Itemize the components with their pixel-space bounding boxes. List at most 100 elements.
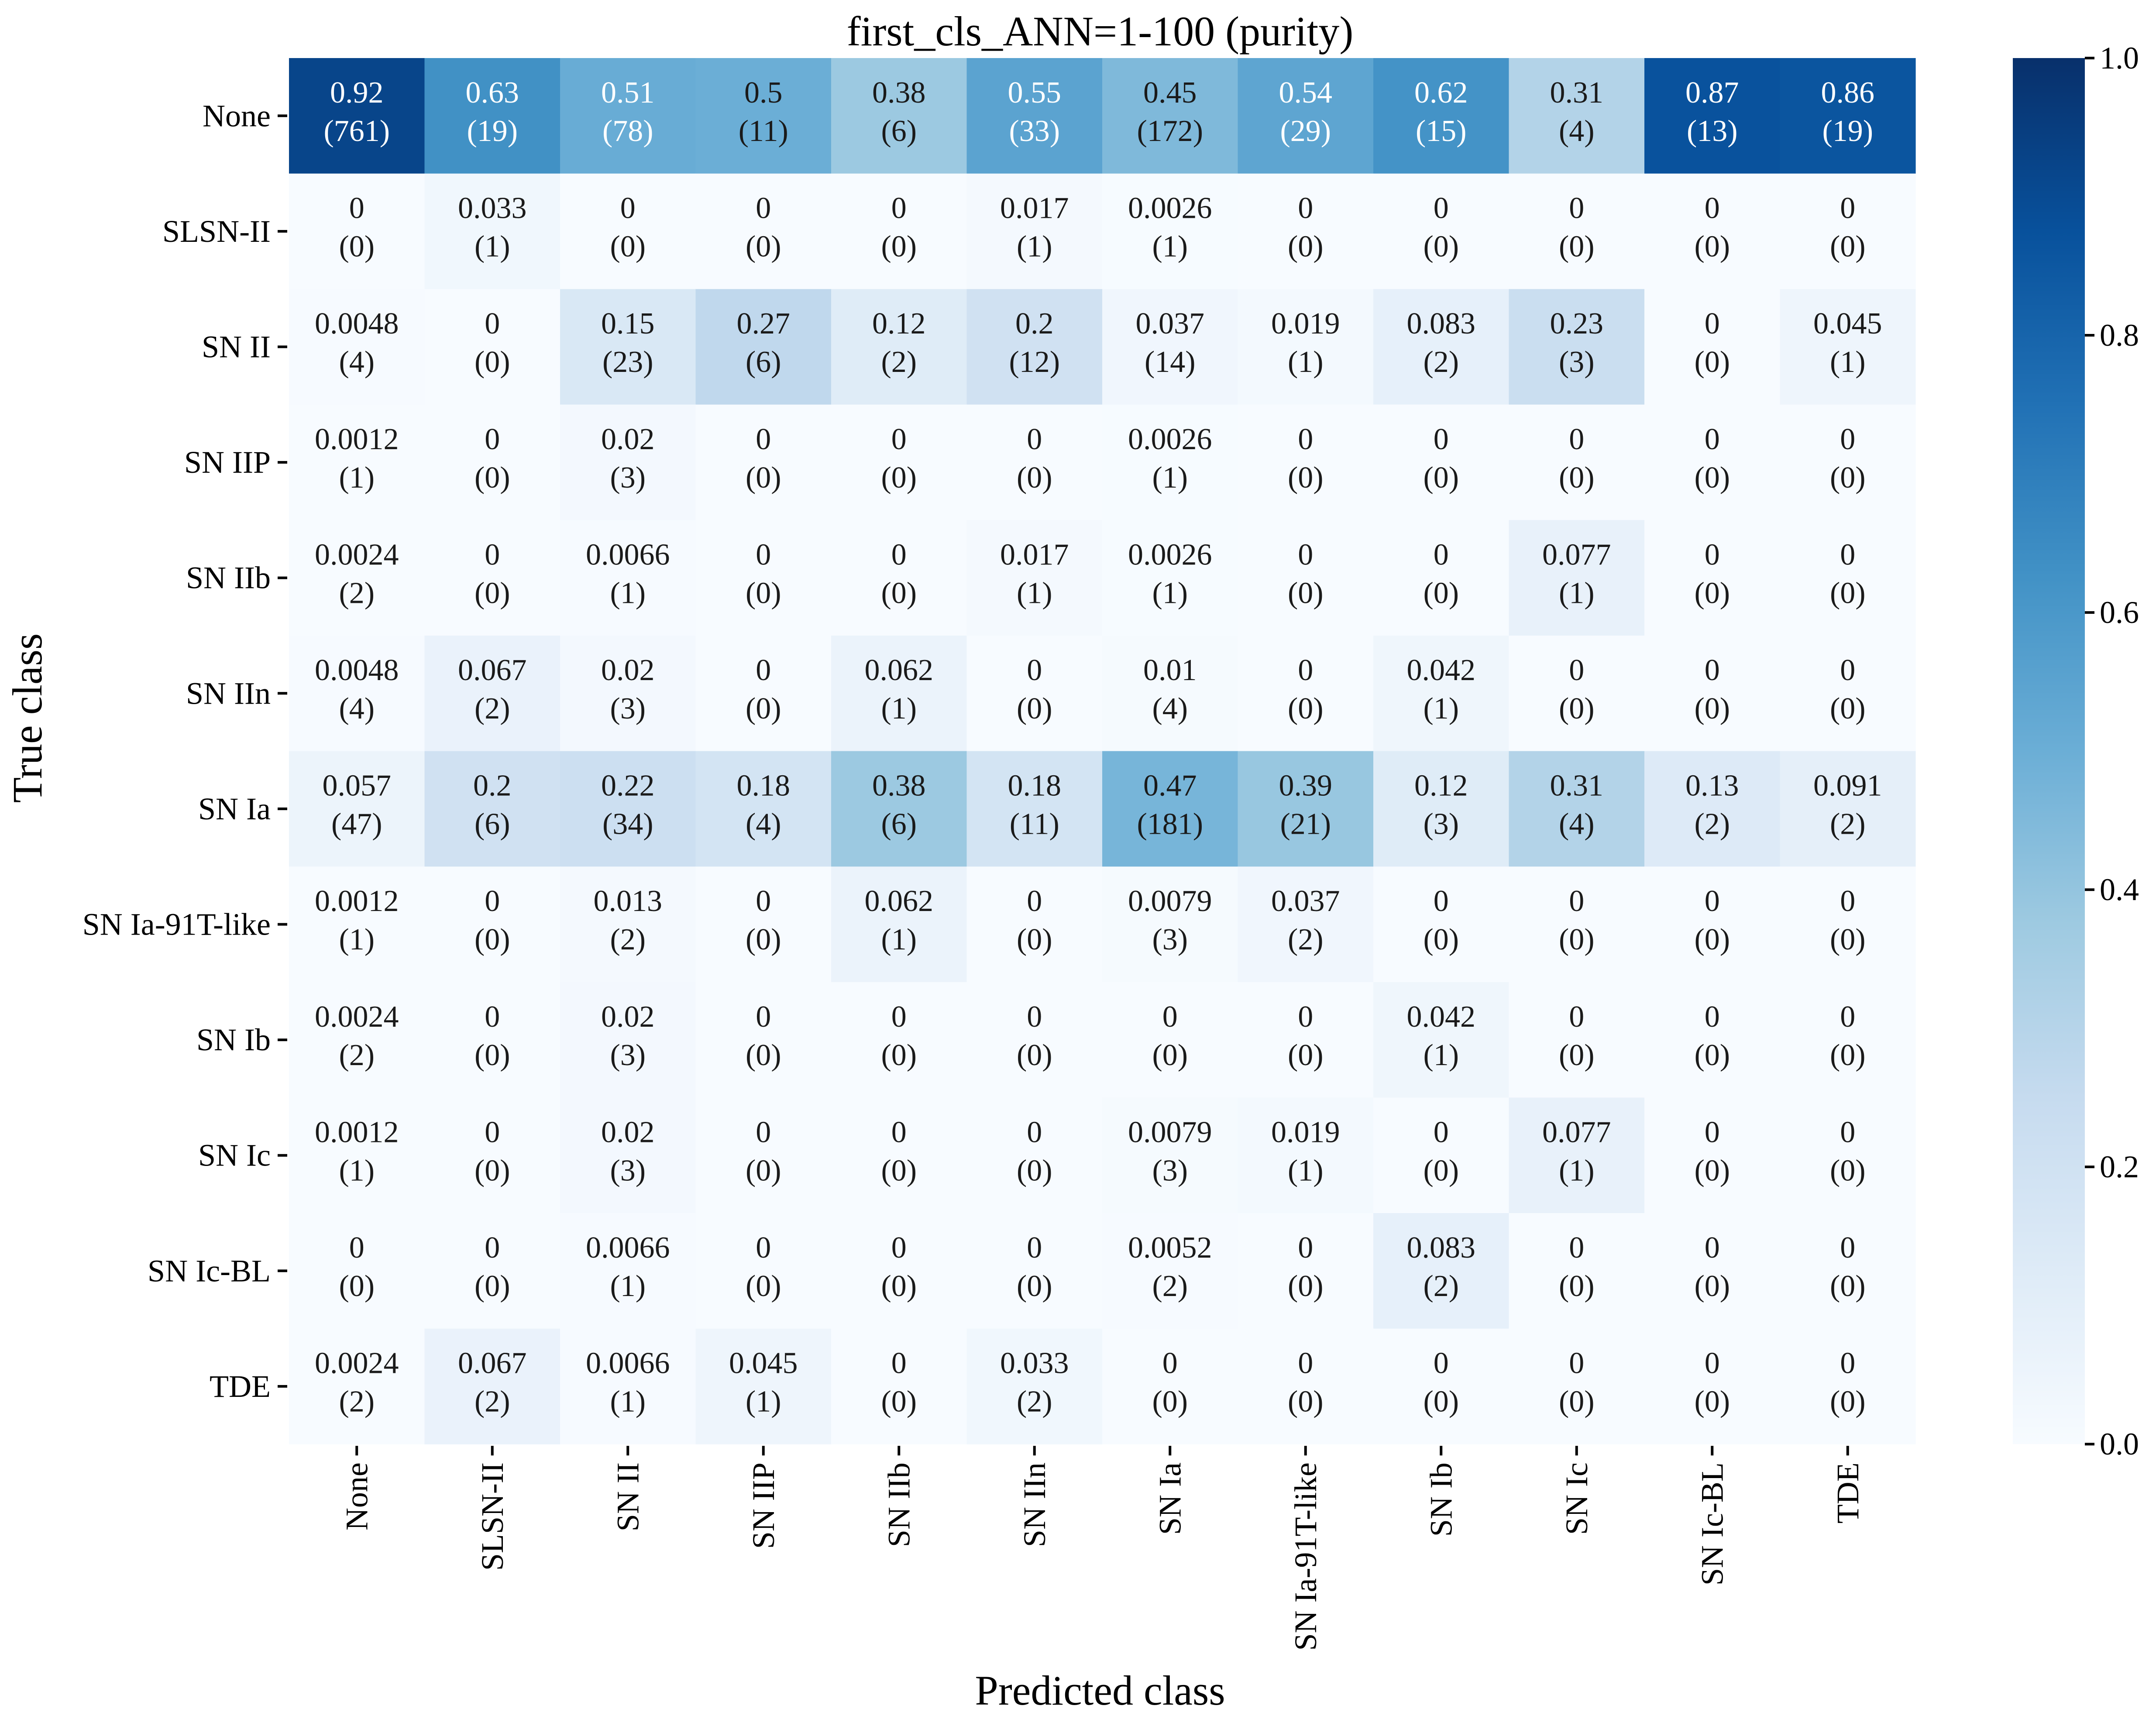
cell-count-label: (1)	[1423, 1038, 1459, 1072]
cell-value-label: 0	[891, 192, 907, 225]
heatmap-cell	[1238, 1213, 1374, 1329]
cell-count-label: (2)	[1830, 808, 1866, 841]
colorbar-tick-label: 0.0	[2100, 1427, 2139, 1461]
cell-count-label: (14)	[1145, 345, 1196, 379]
cell-value-label: 0	[756, 538, 771, 571]
cell-value-label: 0	[1298, 653, 1313, 687]
cell-count-label: (0)	[746, 576, 781, 610]
heatmap-cell	[1509, 1213, 1645, 1329]
cell-value-label: 0.0066	[586, 1347, 670, 1380]
cell-count-label: (3)	[610, 692, 646, 726]
heatmap-cell	[1644, 289, 1781, 405]
cell-count-label: (4)	[339, 345, 375, 379]
x-axis-title: Predicted class	[975, 1667, 1225, 1714]
cell-value-label: 0.02	[601, 1000, 655, 1034]
cell-count-label: (0)	[1559, 1269, 1595, 1303]
cell-value-label: 0	[756, 423, 771, 456]
cell-value-label: 0	[1027, 1231, 1042, 1265]
cell-count-label: (0)	[1288, 461, 1324, 495]
heatmap-cell	[424, 1213, 560, 1329]
cell-count-label: (0)	[1559, 1038, 1595, 1072]
cell-value-label: 0.01	[1143, 653, 1197, 687]
heatmap-cell	[831, 636, 967, 752]
cell-value-label: 0	[1298, 538, 1313, 571]
cell-value-label: 0.51	[601, 76, 655, 110]
cell-count-label: (0)	[746, 1038, 781, 1072]
cell-value-label: 0	[485, 884, 500, 918]
cell-count-label: (761)	[323, 114, 390, 148]
cell-value-label: 0	[1705, 307, 1720, 340]
cell-value-label: 0	[1569, 1000, 1584, 1034]
cell-value-label: 0.067	[458, 1347, 527, 1380]
cell-count-label: (6)	[746, 345, 781, 379]
cell-count-label: (0)	[881, 1038, 917, 1072]
heatmap-cell	[1509, 982, 1645, 1098]
cell-value-label: 0.55	[1008, 76, 1062, 110]
heatmap-cell	[966, 173, 1103, 289]
colorbar-tick-label: 1.0	[2100, 41, 2139, 76]
x-tick-label: SLSN-II	[475, 1462, 510, 1571]
cell-count-label: (3)	[610, 1038, 646, 1072]
cell-value-label: 0	[1298, 1231, 1313, 1265]
cell-value-label: 0	[1027, 884, 1042, 918]
heatmap-cell	[1238, 982, 1374, 1098]
cell-count-label: (0)	[881, 230, 917, 264]
cell-value-label: 0.38	[872, 769, 926, 803]
heatmap-cell	[1644, 1213, 1781, 1329]
cell-count-label: (0)	[1694, 1385, 1730, 1419]
cell-value-label: 0.31	[1550, 769, 1604, 803]
heatmap-cell	[424, 173, 560, 289]
cell-count-label: (0)	[1694, 576, 1730, 610]
cell-value-label: 0	[1705, 1347, 1720, 1380]
cell-count-label: (1)	[339, 923, 375, 956]
cell-value-label: 0	[1840, 1231, 1855, 1265]
cell-count-label: (4)	[1152, 692, 1188, 726]
cell-count-label: (0)	[746, 1269, 781, 1303]
x-tick-label: SN IIb	[881, 1462, 916, 1547]
heatmap-cell	[831, 1097, 967, 1214]
cell-count-label: (1)	[1152, 461, 1188, 495]
heatmap-cell	[289, 866, 425, 983]
heatmap-cell	[1509, 866, 1645, 983]
heatmap-cell	[1509, 58, 1645, 174]
cell-count-label: (4)	[1559, 808, 1595, 841]
heatmap-cell	[289, 751, 425, 867]
cell-value-label: 0	[485, 1231, 500, 1265]
colorbar-tick-label: 0.6	[2100, 595, 2139, 630]
cell-count-label: (0)	[1423, 576, 1459, 610]
x-tick-label: SN II	[610, 1462, 645, 1531]
cell-value-label: 0.47	[1143, 769, 1197, 803]
heatmap-cell	[695, 520, 832, 636]
x-tick-label: SN Ic	[1559, 1462, 1594, 1535]
cell-count-label: (1)	[1017, 576, 1052, 610]
cell-count-label: (34)	[602, 808, 653, 841]
cell-count-label: (1)	[1559, 1154, 1595, 1187]
y-tick-label: SN Ia-91T-like	[83, 907, 271, 942]
cell-count-label: (0)	[1694, 692, 1730, 726]
heatmap-cell	[831, 751, 967, 867]
cell-count-label: (0)	[1694, 230, 1730, 264]
heatmap-cell	[1238, 289, 1374, 405]
cell-value-label: 0	[620, 192, 636, 225]
cell-value-label: 0.042	[1407, 1000, 1476, 1034]
heatmap-cell	[831, 866, 967, 983]
heatmap-cell	[560, 1328, 696, 1444]
cell-value-label: 0	[1569, 1231, 1584, 1265]
colorbar-tick-label: 0.4	[2100, 872, 2139, 907]
heatmap-cell	[1780, 58, 1916, 174]
cell-count-label: (0)	[1423, 1154, 1459, 1187]
cell-count-label: (0)	[475, 1154, 510, 1187]
cell-value-label: 0.0079	[1128, 884, 1212, 918]
heatmap-cell	[966, 751, 1103, 867]
heatmap-cell	[695, 404, 832, 520]
cell-value-label: 0.0079	[1128, 1115, 1212, 1149]
cell-value-label: 0	[349, 1231, 364, 1265]
heatmap-cell	[424, 58, 560, 174]
heatmap-cell	[560, 982, 696, 1098]
cell-value-label: 0	[891, 1231, 907, 1265]
cell-value-label: 0.033	[458, 192, 527, 225]
cell-count-label: (0)	[475, 1269, 510, 1303]
cell-count-label: (0)	[475, 461, 510, 495]
cell-value-label: 0.0026	[1128, 192, 1212, 225]
